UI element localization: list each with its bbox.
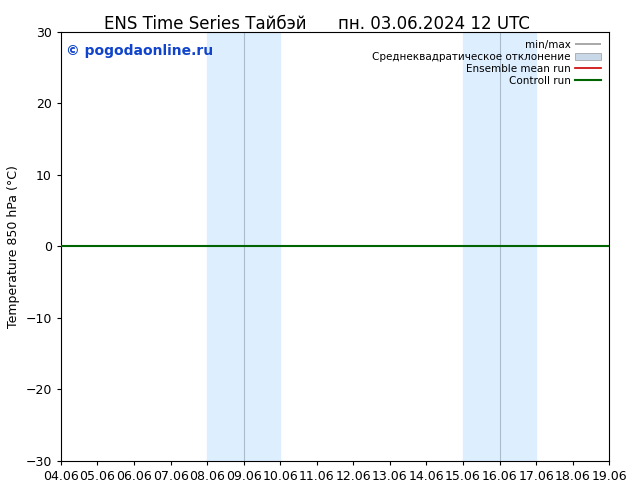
Y-axis label: Temperature 850 hPa (°C): Temperature 850 hPa (°C) bbox=[7, 165, 20, 328]
Text: © pogodaonline.ru: © pogodaonline.ru bbox=[67, 45, 214, 58]
Legend: min/max, Среднеквадратическое отклонение, Ensemble mean run, Controll run: min/max, Среднеквадратическое отклонение… bbox=[369, 37, 604, 89]
Text: ENS Time Series Тайбэй      пн. 03.06.2024 12 UTC: ENS Time Series Тайбэй пн. 03.06.2024 12… bbox=[104, 15, 530, 33]
Bar bbox=[207, 31, 280, 461]
Bar bbox=[463, 31, 536, 461]
